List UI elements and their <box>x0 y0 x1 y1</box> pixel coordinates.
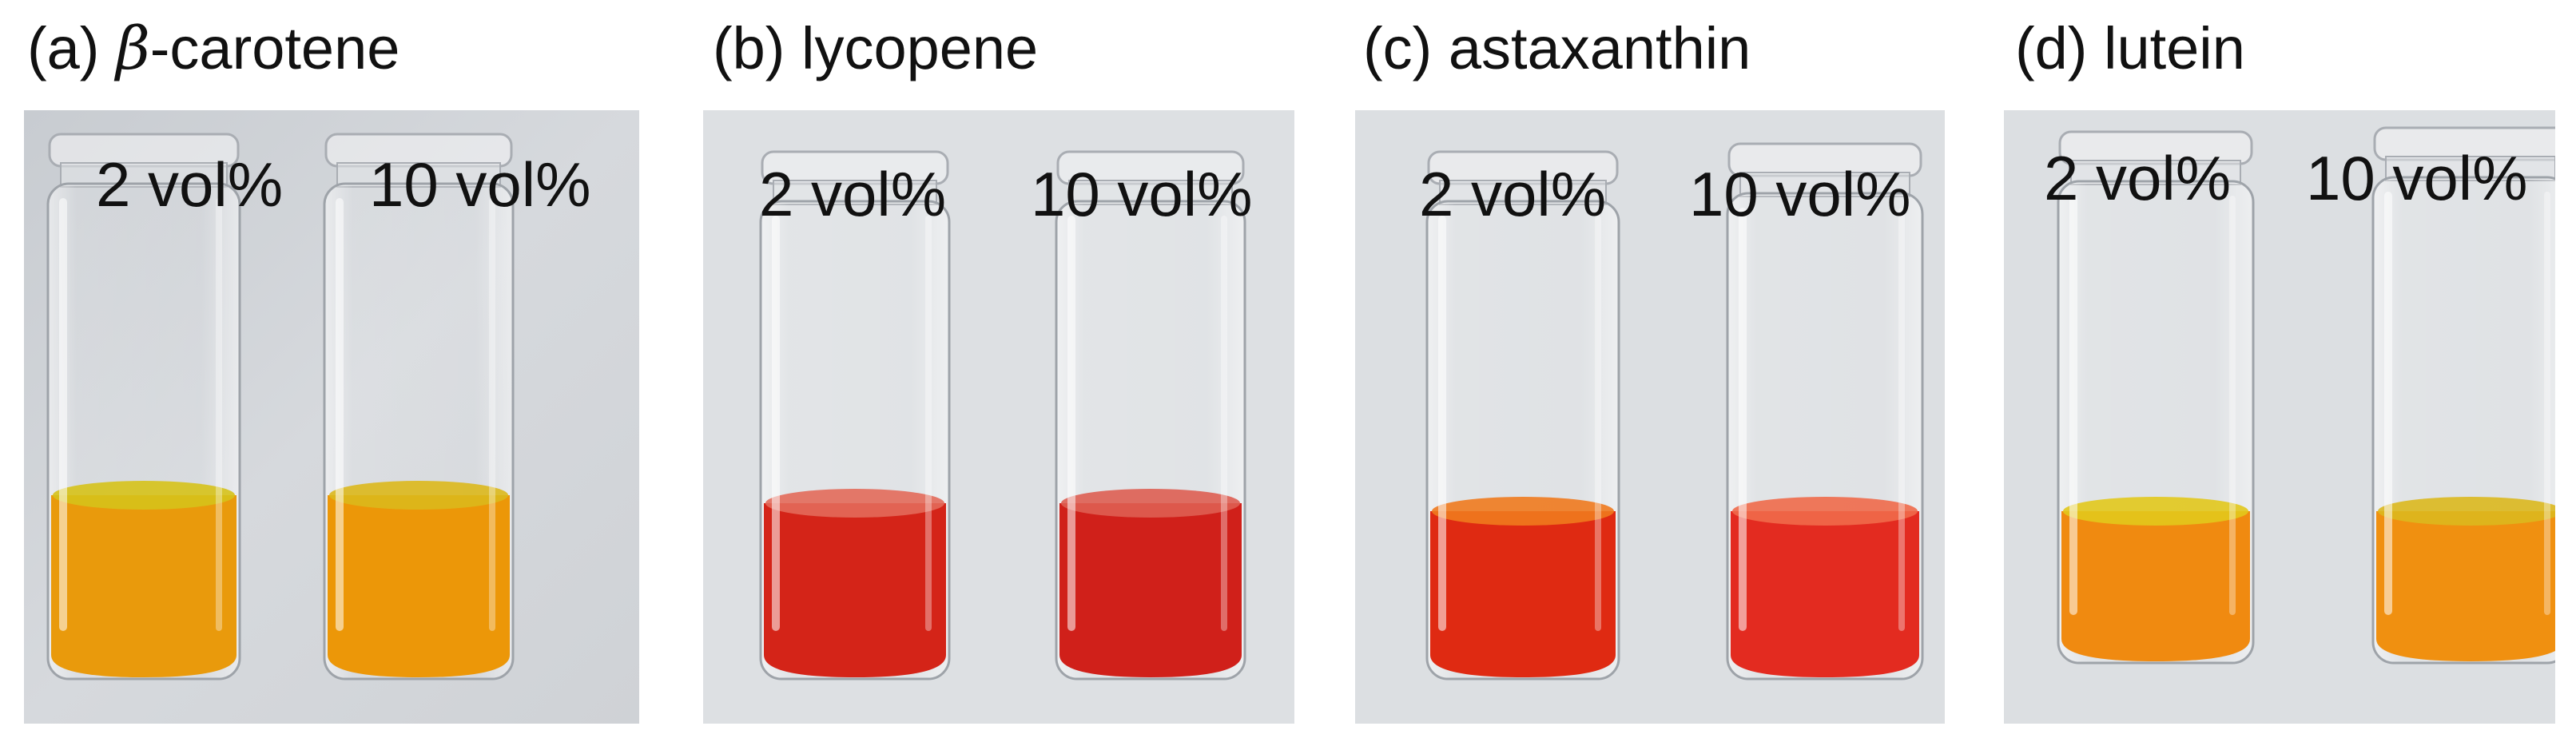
vial-highlight <box>2229 196 2236 615</box>
vial-highlight <box>2384 192 2392 615</box>
panel-a-vials-image <box>24 110 639 724</box>
vial-highlight <box>925 216 932 631</box>
panel-d-title: (d) lutein <box>2015 15 2245 81</box>
vial-meniscus <box>1432 497 1614 526</box>
vial-highlight <box>1595 216 1601 631</box>
vial-meniscus <box>765 489 944 518</box>
panel-c-conc-left: 2 vol% <box>1419 159 1607 229</box>
panel-b-photo: 2 vol% 10 vol% <box>703 110 1294 724</box>
vial-highlight <box>2069 196 2077 615</box>
panel-b-vials-image <box>703 110 1294 724</box>
panel-d-conc-right: 10 vol% <box>2306 143 2528 213</box>
vial-highlight <box>59 198 67 631</box>
panel-d-vials-image <box>2004 110 2555 724</box>
vial-left <box>759 150 951 681</box>
vial-liquid <box>1059 503 1242 677</box>
vial-right <box>323 133 515 681</box>
vial-meniscus <box>1061 489 1240 518</box>
vial-liquid <box>764 503 946 677</box>
panel-a-photo: 2 vol% 10 vol% <box>24 110 639 724</box>
panel-a-conc-right: 10 vol% <box>369 149 591 220</box>
vial-right <box>2371 126 2555 665</box>
panel-a-label-rest: -carotene <box>149 15 400 81</box>
vial-meniscus <box>1732 497 1918 526</box>
panel-c-photo: 2 vol% 10 vol% <box>1355 110 1945 724</box>
vial-meniscus <box>53 481 235 510</box>
vial-right <box>1726 142 1924 681</box>
panel-a-conc-left: 2 vol% <box>96 149 284 220</box>
panel-c-title: (c) astaxanthin <box>1363 15 1751 81</box>
vial-highlight <box>1221 216 1227 631</box>
panel-d-photo: 2 vol% 10 vol% <box>2004 110 2555 724</box>
panel-d-conc-left: 2 vol% <box>2044 143 2232 213</box>
vial-highlight <box>1898 208 1905 631</box>
vial-liquid <box>2376 511 2555 661</box>
vial-highlight <box>2544 192 2550 615</box>
vial-liquid <box>2061 511 2250 661</box>
vial-liquid <box>328 495 510 677</box>
vial-left <box>46 133 241 681</box>
vial-highlight <box>1438 216 1446 631</box>
vial-liquid <box>1731 511 1919 677</box>
vial-left <box>2057 130 2255 665</box>
vial-highlight <box>1067 216 1075 631</box>
panel-b-title: (b) lycopene <box>713 15 1039 81</box>
vial-right <box>1055 150 1246 681</box>
vial-highlight <box>489 198 495 631</box>
panel-b-conc-left: 2 vol% <box>759 159 947 229</box>
vial-highlight <box>216 198 222 631</box>
vial-highlight <box>336 198 344 631</box>
vial-left <box>1425 150 1620 681</box>
vial-meniscus <box>2063 497 2248 526</box>
vial-meniscus <box>329 481 508 510</box>
vial-highlight <box>1739 208 1747 631</box>
vial-liquid <box>51 495 237 677</box>
panel-a-label-prefix: (a) <box>27 15 116 81</box>
panel-c-vials-image <box>1355 110 1945 724</box>
vial-meniscus <box>2378 497 2555 526</box>
panel-a-label-greek: β <box>116 14 150 83</box>
vial-highlight <box>772 216 780 631</box>
panel-c-conc-right: 10 vol% <box>1689 159 1911 229</box>
panel-a-title: (a) β-carotene <box>27 14 400 83</box>
vial-liquid <box>1430 511 1616 677</box>
panel-b-conc-right: 10 vol% <box>1031 159 1253 229</box>
